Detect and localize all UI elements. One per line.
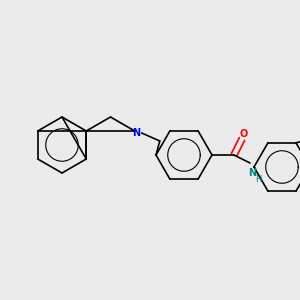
Text: N: N	[248, 168, 256, 178]
Text: H: H	[255, 175, 261, 184]
Text: N: N	[132, 128, 140, 138]
Text: O: O	[240, 129, 248, 139]
